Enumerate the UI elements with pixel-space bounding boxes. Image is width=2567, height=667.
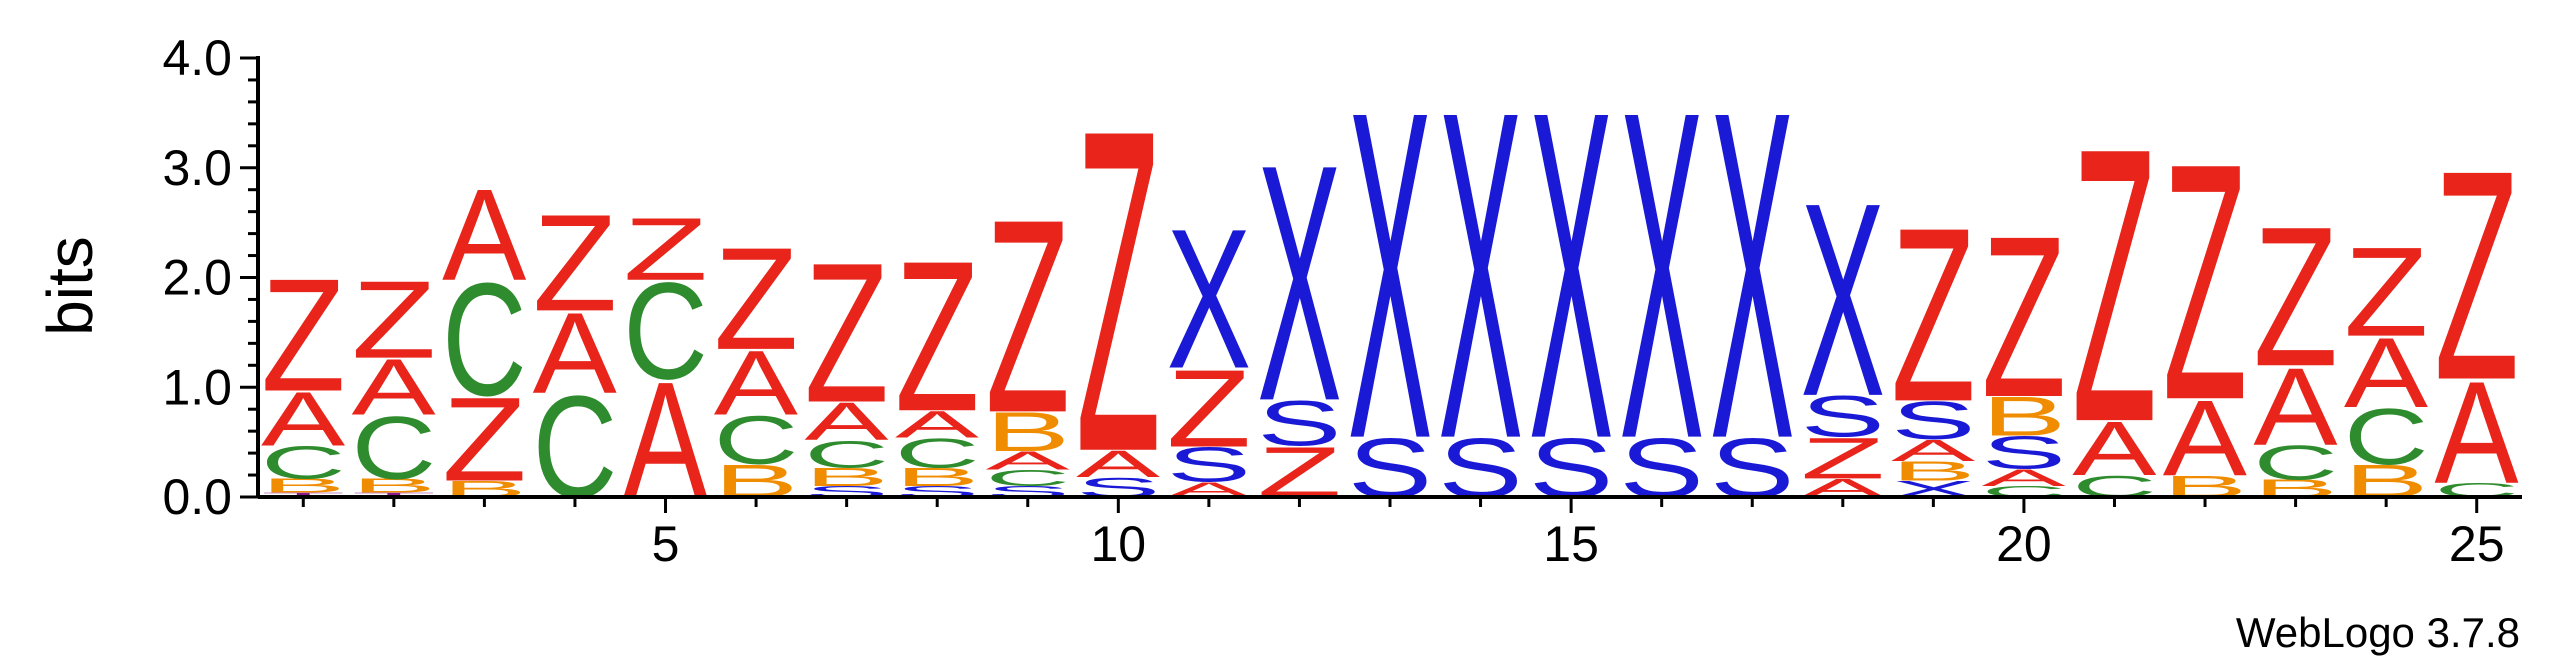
logo-letter-z-pos-21: Z (2072, 68, 2157, 504)
y-tick-label: 1.0 (162, 359, 232, 415)
logo-letter-a-pos-22: A (2163, 378, 2247, 498)
logo-letter-z-pos-11: Z (1167, 347, 1252, 470)
logo-letter-c-pos-5: C (623, 254, 708, 408)
weblogo-version-label: WebLogo 3.7.8 (2236, 609, 2520, 656)
logo-letter-x-pos-17: X (1710, 14, 1795, 537)
logo-letter-a-pos-10: A (1076, 443, 1161, 486)
logo-letter-x-pos-11: X (1167, 189, 1252, 411)
logo-letter-x-pos-18: X (1801, 147, 1886, 454)
logo-letter-x-pos-16: X (1619, 14, 1704, 537)
logo-letter-t-pos-1: T (261, 491, 346, 498)
logo-letter-b-pos-9: B (985, 401, 1070, 463)
logo-letter-s-pos-19: S (1891, 390, 1976, 450)
logo-letter-z-pos-23: Z (2253, 186, 2338, 408)
logo-letter-z-pos-9: Z (985, 162, 1070, 470)
logo-letter-a-pos-6: A (714, 332, 799, 434)
logo-letter-z-pos-18: Z (1801, 426, 1886, 491)
logo-letter-b-pos-8: B (895, 463, 980, 492)
logo-letter-z-pos-24: Z (2344, 222, 2429, 364)
logo-letter-a-pos-25: A (2434, 351, 2518, 513)
logo-letter-t-pos-2: T (352, 491, 437, 498)
logo-letter-c-pos-9: C (985, 465, 1070, 491)
logo-letter-c-pos-3: C (442, 250, 527, 430)
logo-stacks: TBCAZTBCAZBZCACAZACZBCAZSBCAZSBCAZSCABZS… (261, 14, 2519, 548)
logo-letter-z-pos-7: Z (804, 223, 889, 445)
logo-letter-z-pos-19: Z (1891, 176, 1976, 454)
logo-letter-a-pos-4: A (533, 289, 618, 418)
x-tick-label: 20 (1996, 516, 2052, 572)
logo-letter-z-pos-3: Z (442, 373, 527, 506)
logo-letter-a-pos-3: A (442, 163, 527, 308)
logo-letter-z-pos-20: Z (1982, 189, 2067, 446)
logo-letter-s-pos-20: S (1982, 427, 2067, 478)
logo-letter-z-pos-5: Z (623, 199, 708, 298)
logo-letter-x-pos-14: X (1438, 14, 1523, 537)
x-tick-label: 5 (652, 516, 680, 572)
logo-letter-c-pos-2: C (352, 399, 437, 498)
x-tick-label: 10 (1091, 516, 1147, 572)
logo-letter-z-pos-8: Z (895, 218, 980, 457)
logo-letter-s-pos-12: S (1257, 388, 1342, 460)
logo-letter-z-pos-10: Z (1076, 34, 1161, 547)
logo-letter-x-pos-15: X (1529, 14, 1614, 537)
logo-letter-a-pos-19: A (1891, 433, 1976, 467)
logo-letter-b-pos-2: B (352, 475, 437, 497)
logo-letter-b-pos-1: B (261, 475, 346, 497)
logo-letter-x-pos-12: X (1257, 94, 1342, 471)
logo-letter-b-pos-19: B (1891, 456, 1976, 487)
logo-letter-s-pos-11: S (1167, 438, 1252, 493)
logo-letter-b-pos-20: B (1982, 386, 2067, 448)
logo-letter-a-pos-8: A (895, 403, 980, 446)
x-tick-label: 15 (1543, 516, 1599, 572)
y-tick-label: 0.0 (162, 469, 232, 525)
logo-letter-z-pos-4: Z (533, 187, 618, 341)
logo-letter-z-pos-22: Z (2163, 93, 2248, 470)
logo-letter-a-pos-1: A (261, 376, 346, 462)
logo-letter-z-pos-2: Z (352, 258, 437, 381)
logo-letter-z-pos-25: Z (2434, 109, 2519, 443)
logo-letter-a-pos-9: A (985, 446, 1069, 475)
logo-letter-a-pos-7: A (804, 391, 889, 451)
logo-letter-b-pos-7: B (804, 463, 889, 492)
logo-letter-x-pos-13: X (1348, 14, 1433, 537)
y-tick-label: 2.0 (162, 250, 232, 306)
y-axis-label: bits (34, 236, 106, 336)
logo-letter-a-pos-23: A (2253, 346, 2337, 469)
logo-letter-z-pos-1: Z (261, 245, 346, 425)
logo-letter-c-pos-7: C (804, 433, 889, 476)
y-tick-label: 3.0 (162, 140, 232, 196)
logo-letter-c-pos-24: C (2344, 392, 2429, 481)
x-tick-label: 25 (2449, 516, 2505, 572)
logo-axes: 0.0 1.0 2.0 3.0 4.0 5 10 15 20 25 (162, 30, 2522, 572)
logo-letter-c-pos-8: C (895, 430, 980, 476)
logo-letter-z-pos-6: Z (714, 218, 799, 381)
logo-letter-s-pos-18: S (1801, 384, 1886, 449)
logo-letter-a-pos-24: A (2344, 318, 2428, 429)
logo-letter-a-pos-20: A (1982, 464, 2067, 491)
y-tick-label: 4.0 (162, 30, 232, 86)
logo-letter-c-pos-23: C (2253, 436, 2338, 491)
logo-letter-c-pos-6: C (714, 402, 799, 479)
logo-letter-c-pos-1: C (261, 436, 346, 488)
logo-letter-a-pos-2: A (352, 343, 437, 432)
logo-letter-a-pos-21: A (2072, 406, 2157, 492)
